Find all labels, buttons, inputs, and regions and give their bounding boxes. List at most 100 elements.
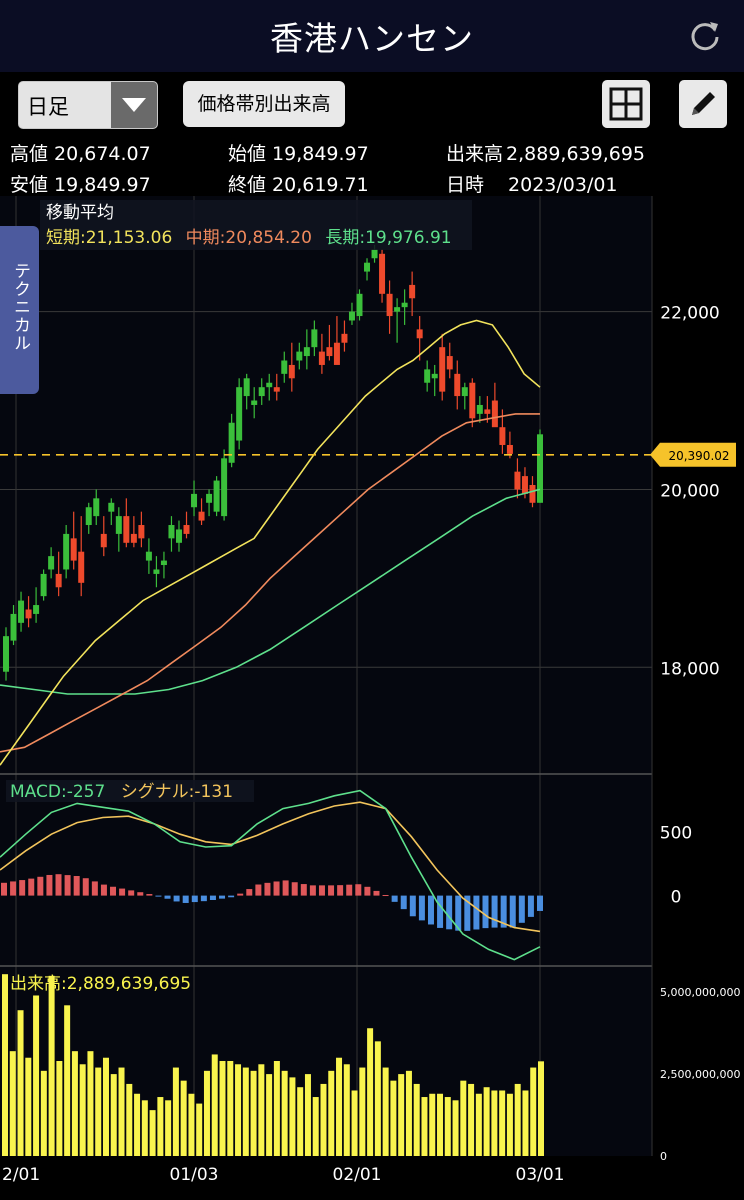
candle-body bbox=[484, 409, 491, 414]
close-value: 20,619.71 bbox=[272, 174, 369, 196]
macd-histogram-bar bbox=[400, 895, 407, 910]
candle-body bbox=[514, 471, 521, 490]
macd-histogram-bar bbox=[255, 884, 262, 896]
period-select-arrow[interactable] bbox=[111, 82, 157, 128]
macd-histogram-bar bbox=[527, 895, 534, 917]
candle-body bbox=[251, 400, 258, 405]
candle-body bbox=[273, 387, 280, 392]
candle-body bbox=[108, 502, 115, 512]
volume-bar bbox=[87, 1051, 94, 1156]
pencil-icon bbox=[692, 92, 715, 115]
candle-body bbox=[416, 329, 423, 339]
macd-histogram-bar bbox=[110, 886, 117, 896]
ma-legend: 短期:21,153.06 中期:20,854.20 長期:19,976.91 bbox=[46, 228, 452, 248]
macd-histogram-bar bbox=[64, 875, 71, 896]
macd-histogram-bar bbox=[409, 895, 416, 917]
macd-histogram-bar bbox=[1, 882, 7, 896]
macd-histogram-bar bbox=[318, 885, 325, 896]
grid-lines bbox=[0, 196, 652, 1156]
candle-body bbox=[198, 511, 205, 521]
volume-bar bbox=[475, 1093, 482, 1156]
macd-histogram-bar bbox=[119, 888, 126, 896]
volume-bar bbox=[219, 1061, 226, 1156]
date-label: 日時 bbox=[446, 174, 485, 196]
volume-bar bbox=[297, 1087, 304, 1156]
macd-histogram-bar bbox=[200, 895, 207, 902]
macd-histogram-bar bbox=[46, 874, 53, 896]
volume-bar bbox=[328, 1070, 335, 1156]
reference-price-tag bbox=[650, 442, 736, 467]
app-header: 香港ハンセン bbox=[0, 0, 744, 72]
info-close: 終値 20,619.71 bbox=[228, 170, 369, 197]
candle-body bbox=[348, 311, 355, 321]
macd-histogram-bar bbox=[246, 889, 253, 896]
volume-bar bbox=[530, 1067, 537, 1156]
macd-histogram-bar bbox=[446, 895, 453, 930]
long-ma-value: 19,976.91 bbox=[365, 228, 452, 248]
info-date: 日時 2023/03/01 bbox=[446, 170, 618, 197]
candle-body bbox=[409, 284, 416, 299]
candle-body bbox=[476, 404, 483, 414]
candle-body bbox=[115, 516, 122, 534]
candle-body bbox=[40, 573, 47, 597]
macd-histogram-bar bbox=[364, 886, 371, 896]
technical-tab[interactable]: テクニカル bbox=[0, 226, 39, 394]
candle-body bbox=[145, 551, 152, 561]
volume-bar bbox=[9, 1051, 16, 1156]
high-label: 高値 bbox=[10, 143, 49, 165]
macd-histogram-bar bbox=[164, 895, 171, 899]
info-open: 始値 19,849.97 bbox=[228, 139, 369, 166]
volume-bar bbox=[437, 1093, 444, 1156]
macd-histogram-bar bbox=[427, 895, 434, 925]
layout-grid-button[interactable] bbox=[602, 80, 650, 128]
candle-body bbox=[499, 427, 506, 445]
volume-bar bbox=[25, 1057, 32, 1156]
candle-body bbox=[123, 516, 130, 543]
macd-histogram-bar bbox=[28, 878, 35, 896]
volume-bar bbox=[118, 1067, 125, 1156]
volume-bar bbox=[421, 1097, 428, 1156]
refresh-icon[interactable] bbox=[688, 18, 722, 52]
macd-histogram-bar bbox=[491, 895, 498, 928]
volume-profile-button[interactable]: 価格帯別出来高 bbox=[183, 81, 345, 127]
volume-bar bbox=[2, 974, 8, 1156]
candle-body bbox=[296, 351, 303, 361]
macd-histogram-bar bbox=[337, 885, 344, 896]
candle-body bbox=[25, 609, 32, 619]
volume-bar bbox=[468, 1083, 475, 1156]
macd-histogram-bar bbox=[219, 895, 226, 899]
volume-bar bbox=[429, 1093, 436, 1156]
info-volume: 出来高 2,889,639,695 bbox=[446, 139, 645, 166]
candle-body bbox=[439, 347, 446, 392]
period-select[interactable]: 日足 bbox=[18, 81, 158, 129]
volume-bar bbox=[390, 1080, 397, 1156]
candle-body bbox=[288, 364, 295, 379]
open-value: 19,849.97 bbox=[272, 143, 369, 165]
macd-label: MACD: bbox=[10, 782, 67, 802]
macd-histogram-bar bbox=[418, 895, 425, 921]
macd-histogram-bar bbox=[73, 876, 80, 896]
macd-legend-bg bbox=[6, 780, 254, 802]
macd-histogram-bar bbox=[373, 890, 380, 896]
candle-body bbox=[18, 600, 25, 623]
volume-value: 2,889,639,695 bbox=[506, 143, 646, 165]
macd-histogram-bar bbox=[82, 878, 89, 896]
candle-body bbox=[326, 347, 333, 357]
date-value: 2023/03/01 bbox=[508, 174, 618, 196]
edit-button[interactable] bbox=[679, 80, 727, 128]
chart-area[interactable]: 20,390.02 18,000 20,000 22,000 移動平均 短期:21,… bbox=[0, 196, 744, 1200]
volume-bar bbox=[235, 1064, 242, 1156]
volume-bar bbox=[126, 1083, 133, 1156]
volume-legend-label: 出来高: bbox=[10, 974, 67, 994]
macd-histogram-bar bbox=[300, 884, 307, 896]
candle-body bbox=[78, 551, 85, 583]
volume-bar bbox=[40, 1070, 47, 1156]
candle-body bbox=[3, 636, 9, 672]
candle-body bbox=[48, 556, 55, 570]
volume-bar bbox=[398, 1074, 405, 1156]
page-title: 香港ハンセン bbox=[270, 19, 474, 58]
candle-body bbox=[160, 560, 167, 566]
short-ma-line bbox=[0, 319, 541, 766]
date-tick-label: 02/01 bbox=[333, 1165, 382, 1185]
candle-body bbox=[70, 538, 77, 561]
